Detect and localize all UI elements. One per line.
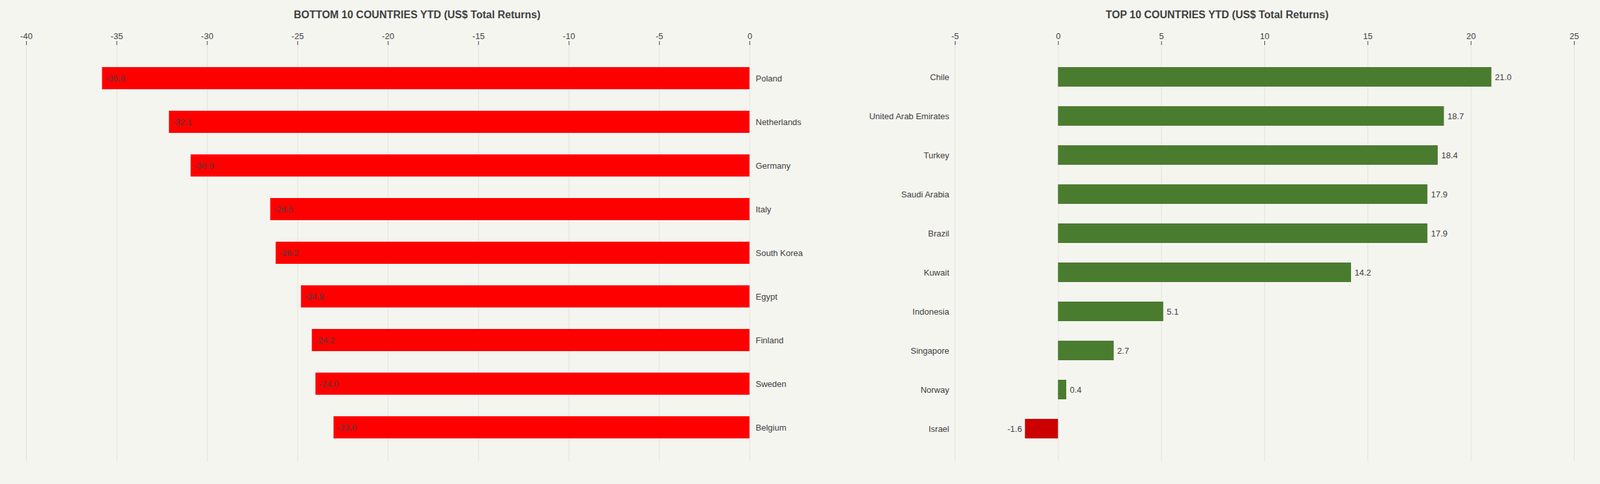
svg-text:-26.5: -26.5	[273, 204, 294, 215]
svg-text:Egypt: Egypt	[756, 291, 779, 302]
svg-text:Netherlands: Netherlands	[756, 117, 803, 128]
svg-text:Finland: Finland	[756, 335, 785, 346]
svg-text:21.0: 21.0	[1495, 72, 1512, 83]
svg-text:25: 25	[1569, 31, 1579, 42]
svg-text:Kuwait: Kuwait	[923, 267, 949, 278]
svg-text:Belgium: Belgium	[756, 422, 787, 433]
svg-text:5: 5	[1159, 31, 1164, 42]
svg-text:17.9: 17.9	[1431, 228, 1448, 239]
svg-text:Germany: Germany	[756, 160, 792, 171]
svg-text:-24.0: -24.0	[319, 379, 339, 390]
svg-text:-24.2: -24.2	[315, 335, 335, 346]
svg-text:20: 20	[1466, 31, 1476, 42]
svg-text:5.1: 5.1	[1166, 306, 1179, 317]
svg-text:-35.8: -35.8	[105, 73, 126, 84]
svg-text:-15: -15	[472, 31, 485, 42]
svg-text:0: 0	[747, 31, 753, 42]
svg-text:10: 10	[1259, 31, 1269, 42]
svg-text:Saudi Arabia: Saudi Arabia	[901, 189, 950, 200]
svg-text:Sweden: Sweden	[756, 379, 787, 390]
html-text:TOP 10 COUNTRIES YTD (US$ Tota: TOP 10 COUNTRIES YTD (US$ Total Returns)	[1105, 9, 1329, 21]
svg-text:0: 0	[1055, 31, 1061, 42]
svg-text:Indonesia: Indonesia	[912, 306, 950, 317]
svg-text:-24.8: -24.8	[304, 291, 324, 302]
svg-text:Norway: Norway	[920, 385, 950, 395]
html-text:BOTTOM 10 COUNTRIES YTD (US$ T: BOTTOM 10 COUNTRIES YTD (US$ Total Retur…	[293, 9, 541, 21]
svg-text:-26.2: -26.2	[278, 248, 299, 259]
svg-text:18.7: 18.7	[1447, 111, 1464, 122]
svg-text:Italy: Italy	[756, 204, 772, 215]
svg-text:14.2: 14.2	[1354, 267, 1372, 278]
svg-text:-25: -25	[291, 31, 304, 42]
svg-text:United Arab Emirates: United Arab Emirates	[869, 111, 950, 122]
svg-text:-32.1: -32.1	[172, 117, 193, 128]
svg-text:-30.9: -30.9	[194, 160, 214, 171]
svg-text:Brazil: Brazil	[928, 228, 950, 239]
svg-text:Chile: Chile	[930, 72, 950, 83]
svg-text:Singapore: Singapore	[910, 346, 949, 356]
svg-text:-1.6: -1.6	[1007, 424, 1022, 435]
svg-text:Turkey: Turkey	[923, 150, 950, 161]
svg-text:2.7: 2.7	[1117, 346, 1129, 356]
svg-text:-20: -20	[381, 31, 395, 42]
svg-text:Israel: Israel	[928, 424, 950, 435]
svg-text:-5: -5	[951, 31, 960, 42]
svg-text:South Korea: South Korea	[756, 248, 804, 259]
svg-text:-30: -30	[201, 31, 214, 42]
svg-text:0.4: 0.4	[1070, 385, 1082, 395]
svg-text:-23.0: -23.0	[336, 422, 357, 433]
svg-text:Poland: Poland	[756, 73, 783, 84]
svg-text:-10: -10	[563, 31, 576, 42]
svg-text:-35: -35	[110, 31, 124, 42]
svg-text:18.4: 18.4	[1441, 150, 1458, 161]
svg-text:-5: -5	[655, 31, 664, 42]
svg-text:15: 15	[1363, 31, 1373, 42]
svg-text:17.9: 17.9	[1431, 189, 1448, 200]
svg-text:-40: -40	[20, 31, 33, 42]
